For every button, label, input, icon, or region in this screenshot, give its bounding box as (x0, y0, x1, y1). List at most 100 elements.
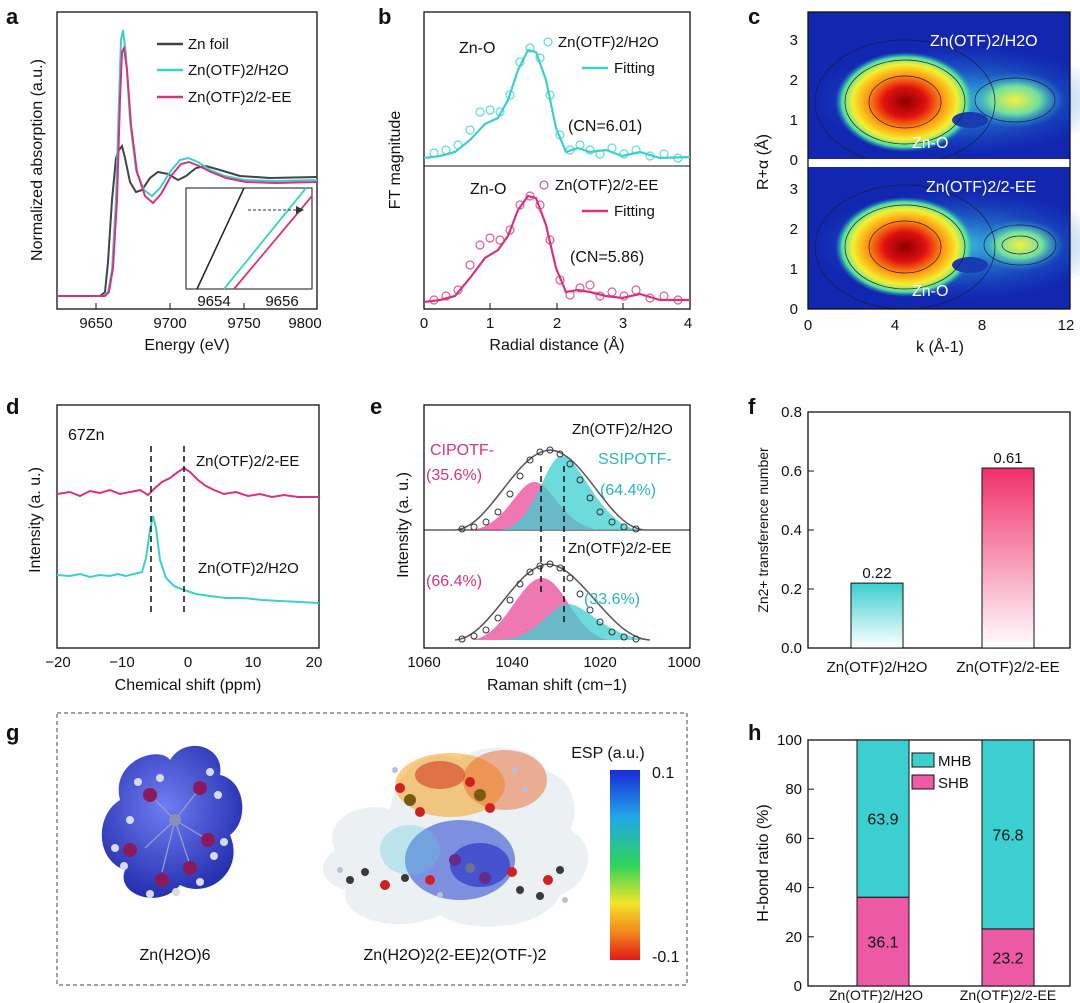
panel-label-b: b (378, 4, 391, 29)
c-top-bond: Zn-O (912, 135, 948, 152)
g-esp-max: 0.1 (652, 765, 674, 782)
h-ytick-label: 80 (785, 781, 802, 798)
a-legend-0: Zn foil (188, 36, 229, 53)
c-bottom-map (810, 184, 1080, 310)
panel-c: Zn(OTF)2/H2O Zn-O Zn(OTF)2/2-EE Zn-O 0 1… (753, 11, 1080, 356)
c-ytick-bot-3: 3 (790, 181, 798, 198)
g-esp-min: -0.1 (652, 949, 680, 966)
b-bottom-fit-label: Fitting (614, 203, 655, 220)
b-top-bond: Zn-O (459, 40, 495, 57)
h-bar-mhb-1 (981, 739, 1035, 930)
panel-a: 9650 9700 9750 9800 Energy (eV) Normaliz… (29, 11, 322, 354)
h-ytick-label: 40 (785, 880, 802, 897)
e-ylabel: Intensity (a. u.) (395, 472, 412, 578)
f-bar-0 (850, 582, 904, 649)
f-bar-value-1: 0.61 (993, 450, 1022, 467)
b-top-sample: Zn(OTF)2/H2O (558, 34, 659, 51)
d-label-water: Zn(OTF)2/H2O (198, 560, 299, 577)
a-xtick-3: 9800 (288, 315, 321, 332)
h-bar-label-mhb-0: 63.9 (867, 812, 898, 829)
a-xtick-1: 9700 (153, 315, 186, 332)
b-bottom-fit (423, 194, 690, 304)
d-xtick-3: 10 (245, 654, 262, 671)
panel-e: Zn(OTF)2/H2O CIPOTF- (35.6%) SSIPOTF- (6… (395, 404, 701, 694)
panel-d: 67Zn Zn(OTF)2/2-EE Zn(OTF)2/H2O −20 −10 … (27, 404, 322, 694)
f-ytick-label: 0.0 (781, 640, 802, 657)
e-top-points (458, 446, 640, 533)
panel-label-g: g (6, 720, 19, 745)
panel-label-h: h (748, 720, 761, 745)
b-top-cn: (CN=6.01) (568, 118, 642, 135)
panel-label-f: f (748, 394, 756, 419)
e-xtick-3: 1000 (667, 654, 700, 671)
a-ylabel: Normalized absorption (a.u.) (29, 59, 46, 261)
b-bottom-sample: Zn(OTF)2/2-EE (555, 177, 658, 194)
e-top-ssip-value: (64.4%) (600, 482, 656, 499)
e-xtick-1: 1040 (495, 654, 528, 671)
e-cip-label: CIPOTF- (430, 442, 494, 459)
e-bottom-cip-value: (66.4%) (426, 573, 482, 590)
c-ytick-top-3: 3 (790, 32, 798, 49)
panel-label-d: d (6, 394, 19, 419)
b-ylabel: FT magnitude (387, 111, 404, 210)
a-legend-2: Zn(OTF)2/2-EE (188, 89, 291, 106)
h-bar-label-shb-1: 23.2 (992, 950, 1023, 967)
f-ytick-label: 0.4 (781, 522, 802, 539)
e-bottom-points (458, 560, 640, 643)
h-ytick-label: 60 (785, 830, 802, 847)
f-xtick-1: Zn(OTF)2/2-EE (956, 659, 1059, 676)
b-bottom-cn: (CN=5.86) (570, 249, 644, 266)
c-xtick-3: 12 (1058, 317, 1075, 334)
d-curve-ee (56, 466, 319, 499)
c-ytick-bot-2: 2 (790, 221, 798, 238)
b-xlabel: Radial distance (Å) (489, 335, 624, 354)
b-bottom-bond: Zn-O (470, 181, 506, 198)
e-xtick-0: 1060 (407, 654, 440, 671)
b-xtick-0: 0 (420, 315, 428, 332)
b-xtick-4: 4 (684, 315, 692, 332)
c-ytick-top-0: 0 (790, 152, 798, 169)
e-top-envelope (454, 449, 646, 531)
h-legend-1: SHB (938, 775, 969, 792)
curve-ee (57, 44, 318, 297)
e-bottom-ssip-value: (33.6%) (584, 591, 640, 608)
c-ylabel: R+α (Å) (753, 134, 772, 190)
f-ytick-label: 0.8 (781, 404, 802, 421)
a-inset-tick-1: 9656 (265, 293, 298, 310)
panel-label-c: c (748, 4, 760, 29)
a-xtick-0: 9650 (79, 315, 112, 332)
e-bottom-envelope (454, 563, 651, 641)
e-xtick-2: 1020 (583, 654, 616, 671)
e-ssip-label: SSIPOTF- (598, 451, 672, 468)
a-xtick-2: 9750 (227, 315, 260, 332)
c-ytick-top-2: 2 (790, 72, 798, 89)
c-xtick-1: 4 (891, 317, 899, 334)
c-xtick-0: 0 (804, 317, 812, 334)
h-bar-mhb-0 (856, 739, 910, 898)
b-xtick-2: 2 (553, 315, 561, 332)
panel-label-e: e (370, 394, 382, 419)
h-bar-label-mhb-1: 76.8 (992, 827, 1023, 844)
a-xlabel: Energy (eV) (144, 337, 229, 354)
c-bottom-bond: Zn-O (912, 283, 948, 300)
panel-b: Zn-O Zn(OTF)2/H2O Fitting (CN=6.01) Zn-O… (387, 11, 692, 354)
c-ytick-bot-1: 1 (790, 261, 798, 278)
e-top-cip-value: (35.6%) (426, 467, 482, 484)
f-bar-1 (981, 467, 1035, 649)
h-ytick-label: 0 (794, 978, 802, 995)
panel-f: Zn2+ transference number Zn(OTF)2/H2O Zn… (755, 404, 1071, 676)
a-legend-1: Zn(OTF)2/H2O (188, 62, 289, 79)
f-ylabel: Zn2+ transference number (755, 447, 771, 613)
c-xlabel: k (Å-1) (916, 337, 964, 356)
b-xtick-3: 3 (619, 315, 627, 332)
d-xtick-0: −20 (45, 654, 70, 671)
h-ytick-label: 100 (777, 732, 802, 749)
d-ylabel: Intensity (a. u.) (27, 467, 44, 573)
g-mol1-label: Zn(H2O)6 (139, 947, 210, 964)
e-bottom-ssip (500, 604, 650, 640)
a-inset-tick-0: 9654 (197, 293, 230, 310)
d-curve-water (56, 515, 320, 604)
panel-g: Zn(H2O)6 (56, 712, 688, 986)
d-nucleus: 67Zn (68, 427, 104, 444)
h-xtick-0: Zn(OTF)2/H2O (829, 987, 923, 1003)
